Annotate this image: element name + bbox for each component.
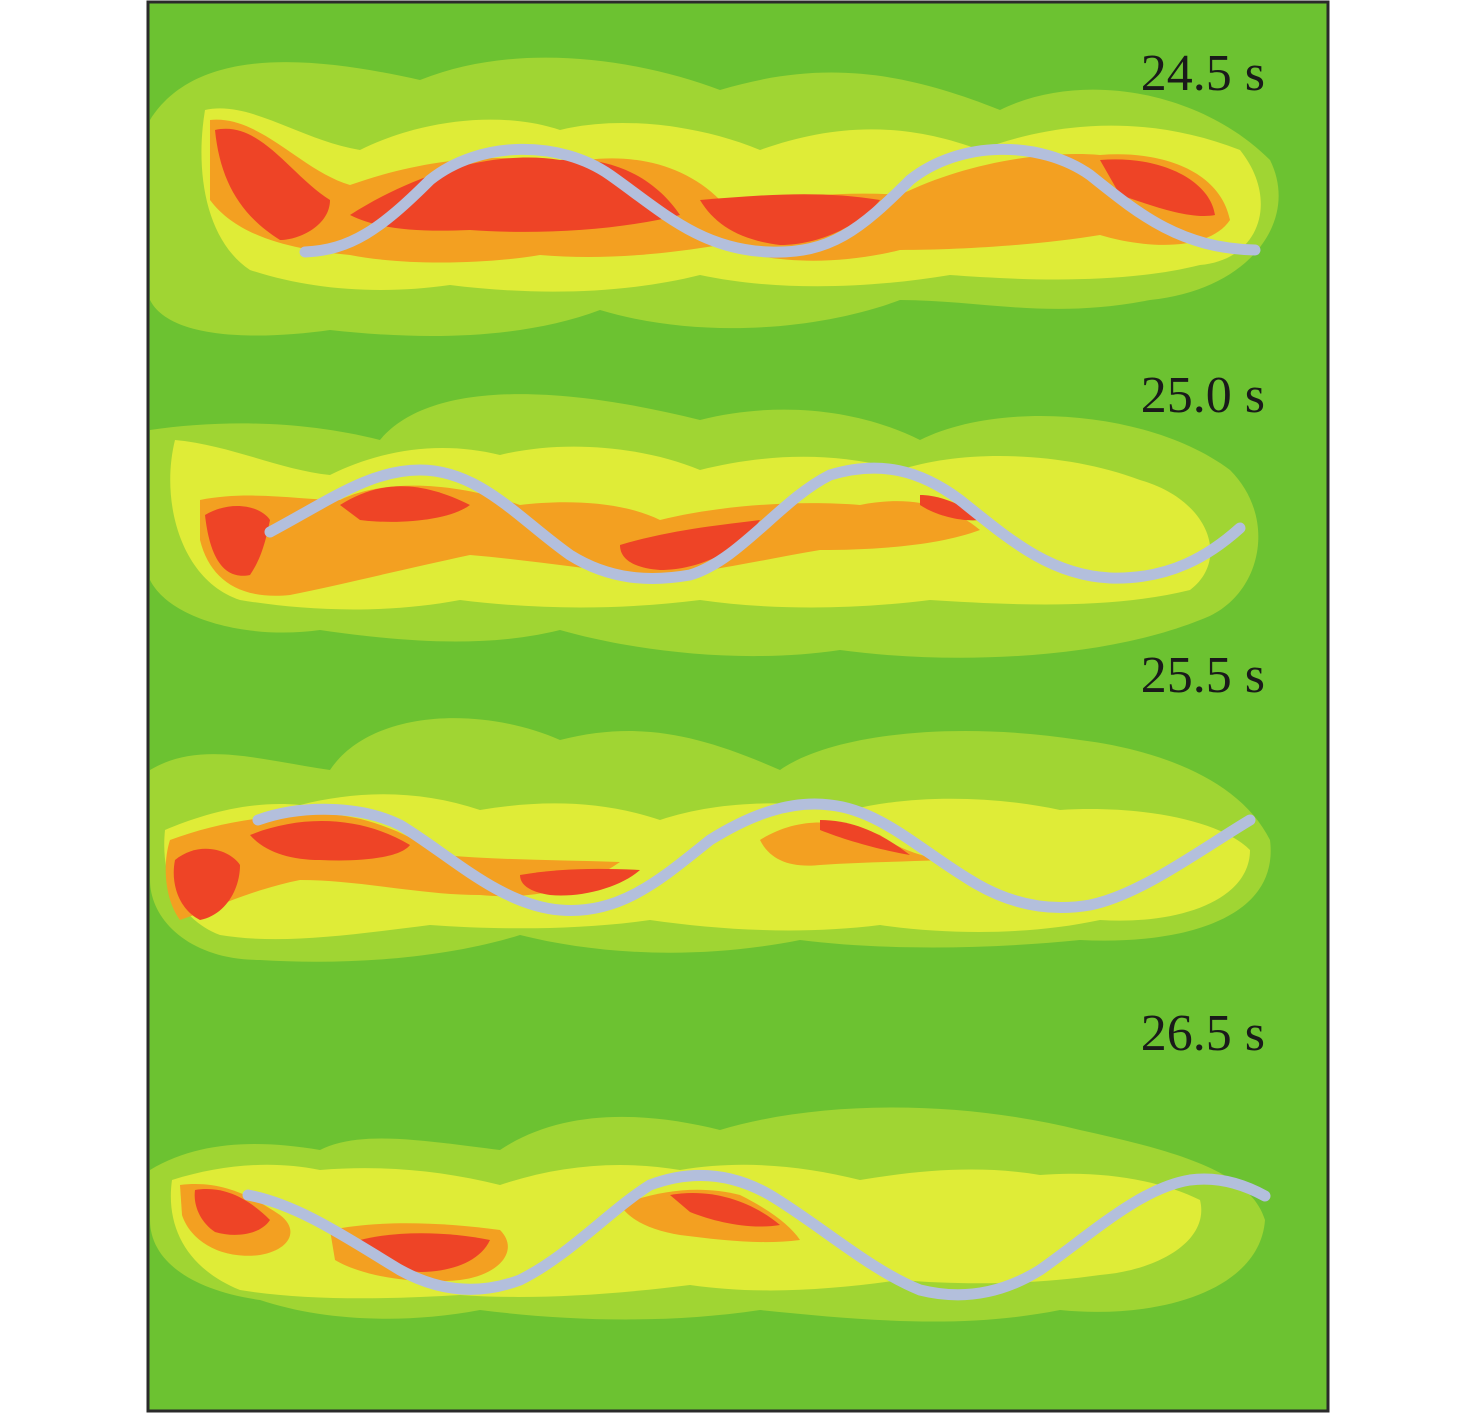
undulating-body (252, 798, 1256, 916)
red-region (215, 128, 330, 240)
time-label-3: 25.5 s (1141, 647, 1265, 704)
red-region (194, 1189, 270, 1235)
red-region (820, 820, 910, 855)
snapshot-24-5s (150, 57, 1279, 336)
red-region (520, 868, 640, 896)
red-region (250, 821, 410, 861)
yellow-region (164, 794, 1251, 940)
time-label-1: 24.5 s (1141, 45, 1265, 102)
snapshot-25-0s (150, 394, 1259, 658)
red-region (1100, 159, 1215, 216)
red-region (700, 194, 880, 245)
time-label-4: 26.5 s (1141, 1005, 1265, 1062)
red-region (205, 505, 270, 576)
undulating-body (299, 143, 1261, 258)
snapshot-25-5s (150, 718, 1271, 962)
snapshot-26-5s (150, 1107, 1271, 1322)
time-label-2: 25.0 s (1141, 367, 1265, 424)
red-region (173, 848, 240, 920)
panel-border (146, 0, 1330, 1413)
red-region (920, 495, 980, 521)
red-region (340, 486, 470, 522)
orange-region (760, 822, 940, 866)
red-region (670, 1193, 780, 1227)
undulating-body (242, 1169, 1271, 1301)
undulating-body (264, 462, 1246, 584)
red-region (620, 520, 760, 570)
